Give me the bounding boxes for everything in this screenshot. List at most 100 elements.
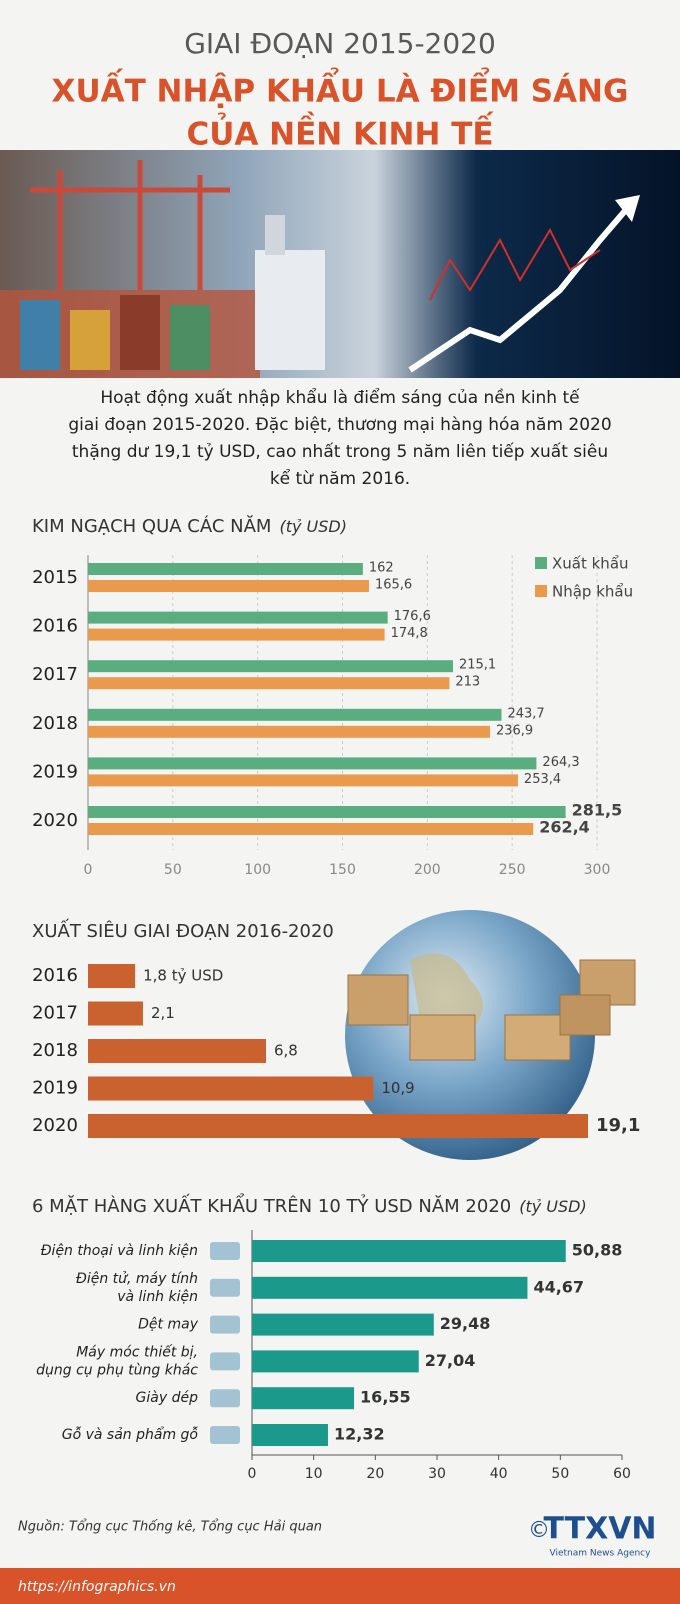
intro: Hoạt động xuất nhập khẩu là điểm sáng củ… — [68, 387, 611, 489]
bar — [88, 611, 388, 624]
bar — [88, 628, 385, 641]
value-label: 12,32 — [334, 1425, 385, 1444]
bar — [252, 1387, 355, 1410]
y-tick-label: 2020 — [32, 810, 78, 831]
banner — [0, 150, 680, 378]
intro-line: giai đoạn 2015-2020. Đặc biệt, thương mạ… — [68, 415, 611, 435]
icon — [210, 1389, 240, 1408]
y-tick-label: 2017 — [32, 664, 78, 685]
bar — [88, 1039, 267, 1063]
title: CỦA NỀN KINH TẾ — [186, 113, 494, 153]
y-tick-label: Máy móc thiết bị, dụng cụ phụ tùng khác — [36, 1343, 198, 1378]
value-label: 281,5 — [572, 801, 623, 820]
value-label: 16,55 — [360, 1388, 411, 1407]
x-tick-label: 300 — [584, 862, 611, 878]
y-tick-line: Giày dép — [136, 1390, 199, 1406]
legend-label: Xuất khẩu — [552, 555, 629, 573]
legend-swatch — [535, 557, 547, 569]
bar — [88, 1114, 588, 1138]
icon — [210, 1315, 240, 1334]
bar — [88, 757, 537, 770]
bar — [88, 677, 450, 690]
x-tick-label: 60 — [613, 1466, 631, 1482]
x-tick-label: 50 — [551, 1466, 569, 1482]
x-tick-label: 40 — [490, 1466, 508, 1482]
y-tick-line: Điện tử, máy tính — [76, 1271, 198, 1287]
value-label: 264,3 — [542, 755, 579, 770]
legend-swatch — [535, 585, 547, 597]
bar — [88, 774, 518, 787]
x-tick-label: 200 — [414, 862, 441, 878]
y-tick-label: 2018 — [32, 713, 78, 734]
value-label: 2,1 — [151, 1004, 175, 1022]
bar — [88, 964, 136, 988]
x-tick-label: 250 — [499, 862, 526, 878]
value-label: 10,9 — [381, 1079, 414, 1097]
value-label: 29,48 — [440, 1314, 491, 1333]
intro-line: Hoạt động xuất nhập khẩu là điểm sáng củ… — [100, 387, 580, 408]
chart-title-text: KIM NGẠCH QUA CÁC NĂM — [32, 515, 271, 537]
chart-title-text: 6 MẶT HÀNG XUẤT KHẨU TRÊN 10 TỶ USD NĂM … — [32, 1193, 511, 1217]
value-label: 6,8 — [274, 1042, 298, 1060]
bar — [88, 806, 566, 818]
y-tick-label: Gỗ và sản phẩm gỗ — [62, 1426, 199, 1443]
x-tick-label: 0 — [84, 862, 93, 878]
value-label: 44,67 — [533, 1277, 584, 1296]
url[interactable]: https://infographics.vn — [18, 1579, 176, 1595]
icon — [210, 1278, 240, 1297]
value-label: 215,1 — [459, 658, 496, 673]
bar — [252, 1350, 419, 1373]
bar — [88, 580, 369, 592]
value-label: 50,88 — [572, 1241, 623, 1260]
title: XUẤT NHẬP KHẨU LÀ ĐIỂM SÁNG — [52, 69, 629, 110]
value-label: 236,9 — [496, 723, 533, 738]
chart-unit: (tỷ USD) — [519, 1197, 587, 1216]
y-tick-label: 2020 — [32, 1115, 78, 1136]
x-tick-label: 150 — [329, 862, 356, 878]
y-tick-label: 2017 — [32, 1003, 78, 1024]
legend-label: Nhập khẩu — [552, 583, 633, 601]
bar — [252, 1313, 434, 1336]
globe-illustration — [345, 910, 636, 1160]
value-label: 213 — [455, 675, 480, 690]
value-label: 1,8 tỷ USD — [143, 967, 223, 985]
value-label: 27,04 — [425, 1351, 476, 1370]
y-tick-line: và linh kiện — [117, 1289, 198, 1305]
footer: Nguồn: Tổng cục Thống kê, Tổng cục Hải q… — [0, 1512, 680, 1604]
bar — [252, 1240, 566, 1262]
supertitle: GIAI ĐOẠN 2015-2020 — [184, 27, 496, 60]
value-label: 253,4 — [524, 772, 561, 787]
y-tick-label: 2018 — [32, 1040, 78, 1061]
x-tick-label: 50 — [164, 862, 182, 878]
icon — [210, 1352, 240, 1371]
bar — [88, 563, 363, 575]
value-label: 174,8 — [391, 626, 428, 641]
chart-title: XUẤT SIÊU GIAI ĐOẠN 2016-2020 — [32, 918, 334, 942]
value-label: 243,7 — [507, 706, 544, 721]
bar — [88, 1001, 143, 1026]
icon — [210, 1426, 240, 1444]
x-tick-label: 100 — [244, 862, 271, 878]
x-tick-label: 10 — [305, 1466, 323, 1482]
charts: KIM NGẠCH QUA CÁC NĂM (tỷ USD)0 50 100 150 20… — [32, 515, 640, 1482]
y-tick-label: Điện tử, máy tính và linh kiện — [76, 1271, 198, 1305]
chart-title: KIM NGẠCH QUA CÁC NĂM (tỷ USD) — [32, 515, 347, 537]
value-label: 19,1 — [596, 1115, 640, 1136]
bar — [252, 1424, 328, 1446]
x-tick-label: 20 — [366, 1466, 384, 1482]
bar — [88, 1076, 374, 1101]
copyright: © — [528, 1518, 550, 1543]
y-tick-line: Gỗ và sản phẩm gỗ — [62, 1426, 199, 1443]
y-tick-label: 2019 — [32, 761, 78, 782]
value-label: 165,6 — [375, 578, 412, 593]
value-label: 162 — [369, 561, 394, 576]
y-tick-line: dụng cụ phụ tùng khác — [36, 1362, 198, 1378]
value-label: 176,6 — [394, 609, 431, 624]
source: Nguồn: Tổng cục Thống kê, Tổng cục Hải q… — [18, 1520, 322, 1535]
y-tick-label: 2016 — [32, 616, 78, 637]
logo: TTXVN — [543, 1512, 656, 1547]
y-tick-label: Dệt may — [138, 1317, 199, 1333]
bar — [88, 725, 490, 738]
